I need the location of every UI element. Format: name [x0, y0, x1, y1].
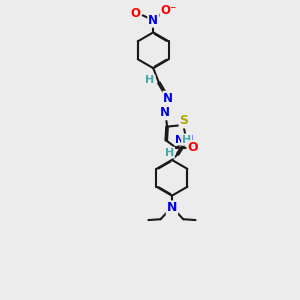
Text: N: N [164, 92, 173, 105]
Text: H: H [182, 135, 191, 145]
Text: N: N [148, 14, 158, 27]
Text: N: N [167, 201, 177, 214]
Text: H: H [165, 148, 174, 158]
Text: S: S [180, 114, 189, 128]
Text: H: H [146, 75, 154, 85]
Text: NH: NH [175, 135, 194, 145]
Text: O: O [188, 141, 198, 154]
Text: N: N [160, 106, 170, 119]
Text: O⁻: O⁻ [160, 4, 177, 17]
Text: O: O [130, 7, 140, 20]
